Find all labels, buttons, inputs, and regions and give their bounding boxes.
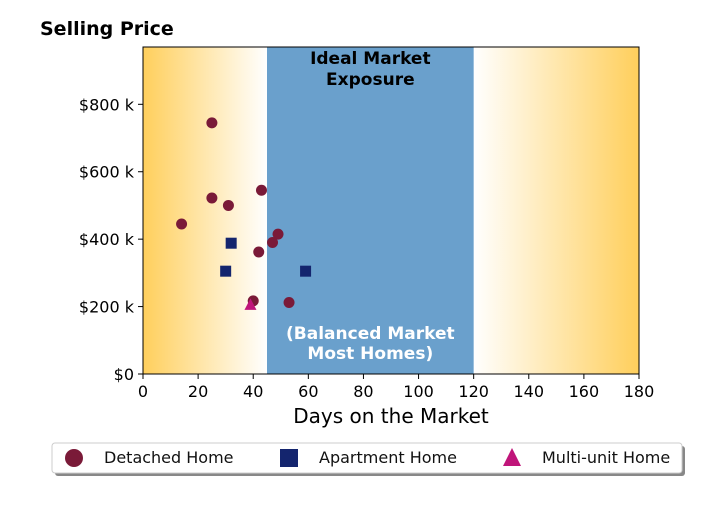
data-point-circle-8	[253, 246, 265, 258]
y-tick-label: $800 k	[79, 95, 135, 114]
band-title-line-1: Ideal Market	[310, 49, 431, 69]
y-axis: $0 $200 k $400 k $600 k $800 k	[79, 95, 143, 384]
band-title-line-2: Exposure	[326, 70, 415, 90]
x-tick-label: 120	[458, 382, 489, 401]
ideal-exposure-band	[267, 47, 474, 374]
x-tick-label: 0	[138, 382, 148, 401]
data-point-circle-7	[267, 237, 279, 249]
x-tick-label: 60	[298, 382, 318, 401]
band-note-line-2: Most Homes)	[307, 344, 433, 364]
legend-label-detached: Detached Home	[104, 448, 234, 467]
data-point-circle-5	[176, 218, 188, 230]
legend: Detached Home Apartment Home Multi-unit …	[51, 442, 685, 476]
data-point-triangle-1	[244, 298, 257, 310]
x-tick-label: 140	[514, 382, 545, 401]
data-point-square-2	[220, 265, 232, 277]
x-axis-title: Days on the Market	[293, 404, 489, 428]
data-point-square-3	[300, 265, 312, 277]
legend-marker-multi-unit	[503, 448, 521, 466]
legend-marker-apartment	[280, 449, 298, 467]
legend-box	[51, 442, 683, 474]
y-tick-label: $0	[114, 365, 134, 384]
plot-frame	[142, 46, 640, 375]
x-tick-label: 20	[188, 382, 208, 401]
x-tick-label: 40	[243, 382, 263, 401]
y-tick-label: $600 k	[79, 163, 135, 182]
x-tick-label: 80	[353, 382, 373, 401]
y-tick-label: $400 k	[79, 230, 135, 249]
data-point-circle-2	[255, 184, 267, 196]
x-axis: 0 20 40 60 80 100 120 140 160 180	[138, 374, 654, 401]
y-tick-label: $200 k	[79, 298, 135, 317]
data-point-circle-1	[206, 117, 218, 129]
band-note-line-1: (Balanced Market	[286, 324, 455, 344]
data-point-square-1	[225, 237, 237, 249]
x-tick-label: 160	[569, 382, 600, 401]
data-points	[176, 117, 312, 310]
chart-title: Selling Price	[40, 18, 174, 40]
x-tick-label: 180	[624, 382, 655, 401]
legend-label-multi-unit: Multi-unit Home	[542, 448, 670, 467]
x-tick-label: 100	[403, 382, 434, 401]
data-point-circle-4	[222, 199, 234, 211]
data-point-circle-3	[206, 192, 218, 204]
data-point-circle-10	[283, 297, 295, 309]
data-point-circle-6	[272, 228, 284, 240]
legend-label-apartment: Apartment Home	[319, 448, 457, 467]
legend-marker-detached	[65, 449, 83, 467]
